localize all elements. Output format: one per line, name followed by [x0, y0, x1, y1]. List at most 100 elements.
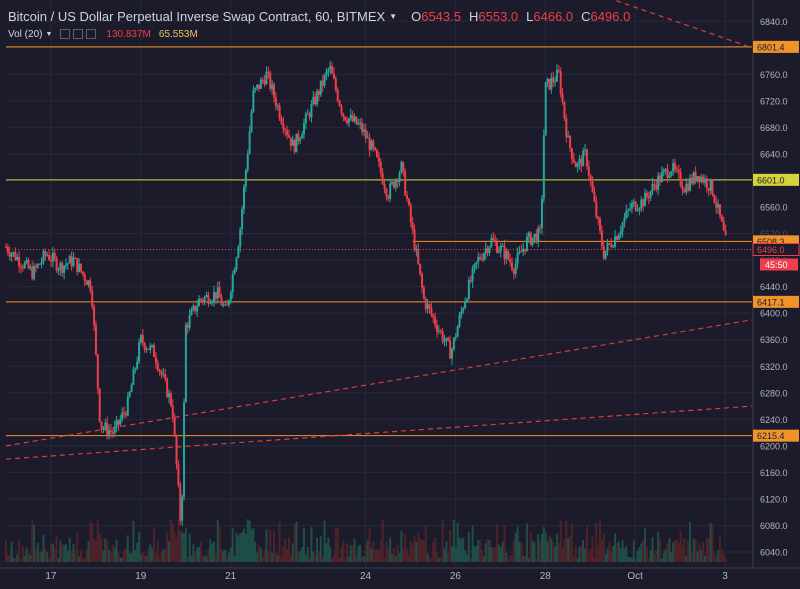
candle-body — [128, 391, 131, 397]
candle-body — [295, 133, 298, 153]
candle-body — [44, 251, 47, 256]
volume-bar — [229, 547, 232, 562]
volume-bar — [522, 555, 525, 562]
candle-body — [724, 230, 727, 236]
horizontal-levels[interactable] — [6, 46, 752, 437]
volume-bar — [464, 550, 467, 562]
volume-bar — [94, 540, 97, 562]
candle-body — [406, 195, 409, 199]
volume-bar — [544, 532, 547, 562]
candle-body — [181, 496, 184, 521]
close-icon[interactable] — [86, 29, 97, 39]
candle-body — [627, 209, 630, 211]
candle-body — [501, 245, 504, 247]
price-tick-label: 6120.0 — [760, 494, 788, 504]
price-tick-label: 6160.0 — [760, 468, 788, 478]
candle-body — [705, 178, 708, 189]
candle-body — [615, 236, 618, 240]
candle-body — [629, 208, 632, 210]
volume-bar — [261, 556, 264, 562]
volume-bar — [310, 526, 313, 562]
volume-bar — [151, 547, 154, 562]
candle-body — [690, 177, 693, 184]
chart-header: Bitcoin / US Dollar Perpetual Inverse Sw… — [8, 6, 630, 26]
candle-body — [659, 175, 662, 182]
candle-body — [381, 172, 384, 184]
trend-line[interactable] — [5, 319, 753, 447]
volume-bar — [256, 552, 259, 562]
candle-body — [23, 262, 26, 268]
volume-bar — [722, 554, 725, 562]
chevron-down-icon[interactable]: ▼ — [389, 11, 398, 21]
eye-icon[interactable] — [60, 29, 71, 39]
volume-bar — [362, 556, 365, 562]
candle-body — [499, 246, 502, 252]
candle-body — [124, 413, 127, 416]
volume-bar — [379, 540, 382, 562]
volume-bar — [53, 549, 56, 562]
volume-label[interactable]: Vol (20) — [8, 28, 43, 40]
candle-body — [201, 299, 204, 302]
candle-body — [462, 308, 465, 312]
volume-bar — [124, 547, 127, 562]
volume-bar — [55, 535, 58, 562]
volume-bar — [501, 542, 504, 562]
volume-bar — [18, 538, 21, 562]
candle-body — [589, 175, 592, 182]
candle-body — [385, 188, 388, 197]
volume-bar — [587, 553, 590, 562]
volume-bar — [456, 522, 459, 562]
volume-bar — [177, 519, 180, 562]
volume-bar — [57, 558, 60, 562]
volume-bar — [660, 558, 663, 562]
ohlc-high: H6553.0 — [468, 8, 519, 24]
volume-bar — [462, 537, 465, 562]
candle-body — [106, 422, 109, 435]
candle-body — [301, 134, 304, 139]
volume-bar — [683, 538, 686, 562]
candle-body — [625, 210, 628, 219]
candle-body — [674, 163, 677, 170]
volume-bar — [473, 546, 476, 562]
time-axis[interactable]: 17 19 21 24 26 28 Oct 3 — [45, 571, 728, 582]
candle-body — [18, 257, 21, 267]
candle-body — [366, 137, 369, 139]
candle-body — [359, 122, 362, 124]
volume-bar — [659, 539, 662, 562]
candle-body — [619, 231, 622, 235]
candle-body — [636, 210, 639, 212]
volume-bar — [428, 556, 431, 562]
volume-bar — [51, 543, 54, 562]
candle-body — [584, 149, 587, 151]
candle-body — [250, 111, 253, 132]
volume-bar — [674, 539, 677, 562]
chevron-down-icon[interactable]: ▼ — [45, 30, 53, 38]
volume-bar — [284, 537, 287, 562]
candle-body — [612, 246, 615, 248]
volume-bar — [424, 524, 427, 562]
volume-bar — [469, 557, 472, 562]
volume-bar — [602, 533, 605, 562]
volume-bar — [218, 526, 221, 562]
candle-body — [479, 256, 482, 259]
volume-bar — [188, 533, 191, 562]
trend-lines[interactable] — [5, 0, 753, 460]
gear-icon[interactable] — [73, 29, 84, 39]
volume-bar — [653, 554, 656, 562]
price-axis[interactable]: 6840.06800.06760.06720.06680.06640.06600… — [760, 17, 788, 558]
volume-bar — [33, 525, 36, 562]
candle-body — [293, 139, 296, 153]
time-tick-label: 19 — [135, 571, 147, 582]
volume-bar — [471, 525, 474, 562]
candle-body — [413, 229, 416, 251]
volume-bar — [29, 554, 32, 562]
trend-line[interactable] — [5, 405, 753, 460]
volume-bar — [340, 547, 343, 562]
volume-bar — [156, 541, 159, 562]
volume-bar — [259, 548, 262, 562]
volume-bar — [280, 556, 283, 562]
symbol-title[interactable]: Bitcoin / US Dollar Perpetual Inverse Sw… — [8, 8, 386, 24]
candle-body — [647, 196, 650, 199]
